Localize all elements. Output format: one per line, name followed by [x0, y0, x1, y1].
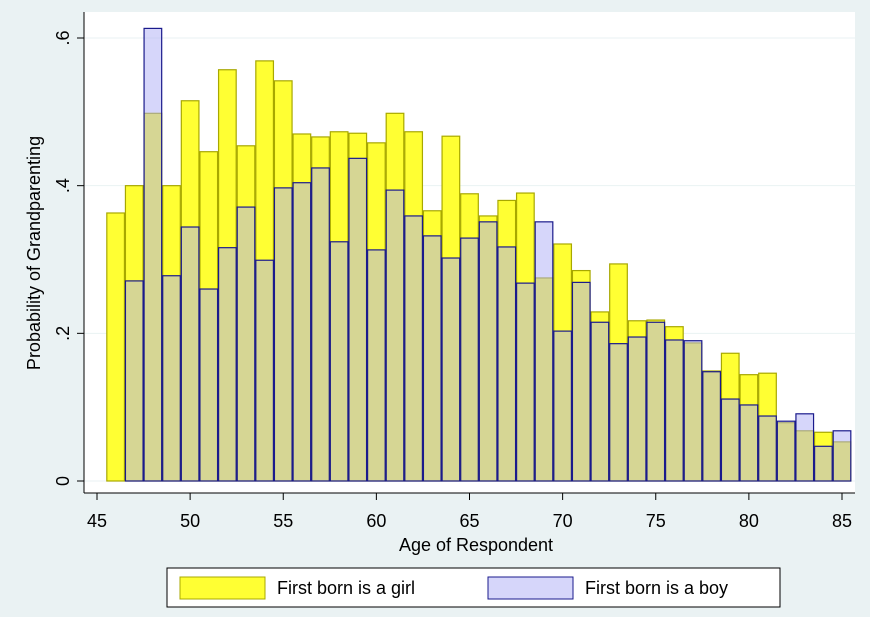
- bar: [702, 371, 722, 482]
- bar: [795, 413, 815, 482]
- bar: [124, 280, 144, 482]
- bar: [534, 221, 554, 482]
- bar: [813, 445, 833, 482]
- y-tick-label: .4: [53, 178, 73, 193]
- bar: [199, 288, 219, 482]
- bar: [255, 259, 275, 482]
- bar: [143, 27, 163, 482]
- bar: [162, 275, 181, 482]
- x-tick-label: 70: [553, 511, 573, 531]
- bar: [311, 167, 330, 482]
- bar: [460, 237, 479, 482]
- bar: [422, 235, 442, 482]
- x-tick-label: 55: [273, 511, 293, 531]
- bar: [497, 246, 517, 482]
- y-tick-label: .6: [53, 30, 73, 45]
- bar: [106, 212, 126, 482]
- bar: [758, 415, 777, 482]
- y-axis-label: Probability of Grandparenting: [24, 136, 44, 370]
- x-axis-label: Age of Respondent: [399, 535, 553, 555]
- bar: [683, 340, 703, 482]
- bar: [590, 321, 610, 482]
- x-tick-label: 65: [459, 511, 479, 531]
- legend-label: First born is a boy: [585, 578, 728, 598]
- bar: [646, 321, 666, 482]
- bar: [329, 241, 349, 482]
- x-tick-label: 45: [87, 511, 107, 531]
- x-tick-label: 50: [180, 511, 200, 531]
- y-tick-label: 0: [53, 476, 73, 486]
- plot: [84, 27, 855, 482]
- x-tick-label: 80: [739, 511, 759, 531]
- bar: [739, 404, 759, 482]
- bar: [441, 257, 461, 482]
- x-tick-label: 60: [366, 511, 386, 531]
- legend: [166, 567, 781, 608]
- bar: [385, 189, 405, 482]
- bar: [180, 226, 200, 482]
- bar: [348, 157, 368, 482]
- legend-swatch: [487, 576, 574, 600]
- bar: [627, 336, 647, 482]
- bar: [273, 187, 293, 482]
- legend-label: First born is a girl: [277, 578, 415, 598]
- bar: [609, 343, 628, 482]
- bar: [292, 182, 312, 482]
- y-tick-label: .2: [53, 326, 73, 341]
- bar: [478, 221, 498, 482]
- x-tick-label: 75: [646, 511, 666, 531]
- bar: [571, 281, 591, 482]
- bar: [553, 330, 573, 482]
- bar: [236, 206, 256, 482]
- bar: [776, 420, 796, 482]
- bar: [832, 430, 852, 482]
- x-tick-label: 85: [832, 511, 852, 531]
- bar: [366, 249, 386, 482]
- legend-swatch: [179, 576, 266, 600]
- bar: [720, 398, 740, 482]
- bar: [664, 339, 684, 482]
- bar: [217, 247, 237, 482]
- bar: [515, 282, 535, 482]
- bar: [404, 215, 424, 482]
